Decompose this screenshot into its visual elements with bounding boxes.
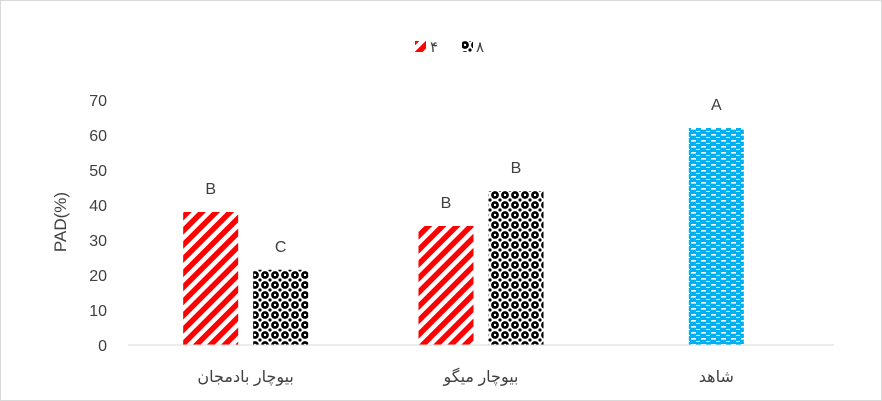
bar-label-2-series-1: B: [441, 195, 452, 212]
y-tick-label: 10: [89, 303, 107, 320]
x-axis-categories: بیوچار بادمجان بیوچار میگو شاهد: [197, 367, 733, 387]
x-category-label: بیوچار میگو: [443, 367, 519, 387]
bar-2-series-1: [418, 226, 474, 345]
y-tick-label: 50: [89, 163, 107, 180]
bar-1-series-2: [253, 269, 309, 345]
y-axis-title: PAD(%): [51, 192, 70, 252]
bar-label-1-series-2: C: [275, 239, 287, 256]
y-tick-label: 70: [89, 93, 107, 110]
x-category-label: شاهد: [699, 369, 734, 386]
y-axis-ticks: 0 10 20 30 40 50 60 70: [89, 93, 107, 355]
legend-swatch-series-1: [415, 41, 426, 52]
legend-label-series-2: ۸: [476, 39, 484, 56]
y-tick-label: 20: [89, 268, 107, 285]
x-category-label: بیوچار بادمجان: [197, 369, 293, 387]
y-tick-label: 40: [89, 198, 107, 215]
legend: ۸ ۴: [415, 39, 484, 56]
bar-1-series-1: [183, 212, 239, 345]
bar-2-series-2: [488, 191, 544, 345]
bar-label-3-series-1: A: [711, 97, 722, 114]
bars: [183, 128, 744, 345]
bar-labels: B C B B A: [205, 97, 722, 256]
y-tick-label: 0: [98, 338, 107, 355]
y-tick-label: 60: [89, 128, 107, 145]
bar-3-series-1: [688, 128, 744, 345]
y-tick-label: 30: [89, 233, 107, 250]
bar-label-2-series-2: B: [511, 160, 522, 177]
bar-label-1-series-1: B: [205, 181, 216, 198]
legend-label-series-1: ۴: [430, 39, 438, 56]
legend-swatch-series-2: [462, 41, 473, 52]
